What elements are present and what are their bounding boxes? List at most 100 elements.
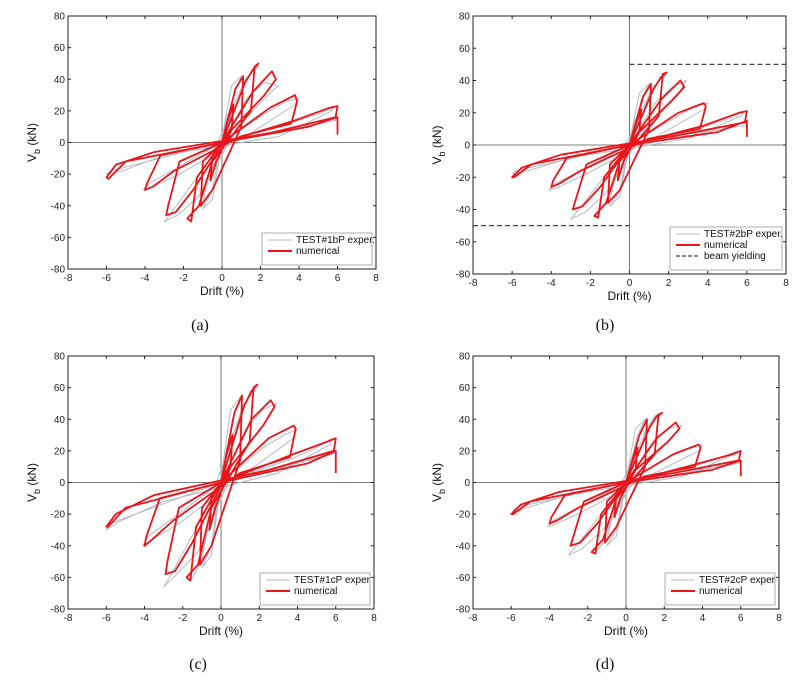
y-tick-label: -80: [456, 270, 471, 281]
x-tick-label: 6: [744, 278, 750, 289]
numerical-series-line: [511, 71, 748, 219]
legend-label: TEST#1cP exper: [294, 575, 371, 586]
x-tick-label: -8: [469, 278, 478, 289]
legend-label: TEST#1bP exper.: [296, 235, 375, 246]
x-tick-label: -4: [141, 273, 150, 284]
y-axis-label-subscript: b: [437, 489, 447, 494]
y-tick-label: -20: [51, 170, 66, 181]
x-axis-label: Drift (%): [604, 624, 648, 638]
y-tick-label: 40: [54, 75, 66, 86]
chart-panel-b: -8 -6 -4 -2 0 2 4 6 8-80-60-40-20020406080Drift …: [430, 12, 789, 335]
experimental-series-line: [511, 73, 748, 220]
panel-caption: (a): [191, 317, 209, 334]
y-axis-label-subscript: b: [437, 151, 447, 156]
panel-caption: (b): [596, 317, 615, 334]
y-tick-label: 60: [459, 44, 471, 55]
y-tick-label: -60: [456, 237, 471, 248]
x-tick-label: -8: [64, 613, 73, 624]
x-tick-label: 6: [738, 613, 744, 624]
y-axis-label-unit: (kN): [25, 463, 39, 489]
y-tick-label: -20: [456, 510, 471, 521]
numerical-series-line: [510, 411, 742, 555]
x-tick-label: 0: [218, 613, 224, 624]
x-tick-label: -6: [508, 278, 517, 289]
y-tick-label: 20: [54, 446, 66, 457]
x-tick-label: 2: [258, 273, 264, 284]
x-tick-label: -4: [547, 278, 556, 289]
x-tick-label: 6: [335, 273, 341, 284]
y-tick-label: -60: [456, 573, 471, 584]
y-axis-label-main: V: [25, 154, 39, 162]
y-tick-label: -80: [456, 605, 471, 616]
y-axis-label-unit: (kN): [430, 125, 444, 151]
legend-label: TEST#2cP exper: [699, 575, 776, 586]
legend-box: [259, 572, 371, 606]
legend-label: TEST#2bP exper.: [704, 229, 783, 240]
y-axis-label-unit: (kN): [430, 463, 444, 489]
x-axis-label: Drift (%): [200, 284, 244, 298]
chart-panel-a: -8 -6 -4 -2 0 2 4 6 8-80-60-40-20020406080Drift …: [25, 12, 379, 335]
panel-caption: (c): [189, 656, 207, 673]
y-tick-label: -60: [51, 233, 66, 244]
legend: TEST#1bP exper.numerical: [261, 232, 375, 266]
legend-label: numerical: [296, 246, 339, 257]
y-axis-label-main: V: [430, 157, 444, 165]
y-tick-label: 40: [459, 415, 471, 426]
y-tick-label: 20: [459, 108, 471, 119]
y-tick-label: 80: [459, 12, 471, 23]
legend-box: [261, 232, 373, 266]
y-tick-label: -80: [51, 265, 66, 276]
x-axis-label: Drift (%): [608, 289, 652, 303]
x-axis-label: Drift (%): [199, 624, 243, 638]
x-tick-label: 8: [776, 613, 782, 624]
y-tick-label: -80: [51, 605, 66, 616]
y-axis-label: Vb (kN): [25, 463, 42, 502]
x-tick-label: -2: [178, 613, 187, 624]
legend-label: beam yielding: [704, 251, 766, 262]
y-tick-label: 60: [459, 383, 471, 394]
y-tick-label: 80: [54, 12, 66, 23]
x-tick-label: 0: [627, 278, 633, 289]
y-tick-label: 60: [54, 43, 66, 54]
numerical-series-line: [105, 62, 339, 223]
x-tick-label: -2: [583, 613, 592, 624]
y-tick-label: 40: [54, 415, 66, 426]
y-tick-label: 0: [59, 138, 65, 149]
x-tick-label: 6: [333, 613, 339, 624]
y-axis-label-unit: (kN): [25, 123, 39, 149]
x-tick-label: 2: [256, 613, 262, 624]
legend-label: numerical: [699, 586, 742, 597]
x-tick-label: 8: [783, 278, 789, 289]
x-tick-label: -4: [140, 613, 149, 624]
numerical-series-line: [105, 383, 337, 582]
x-tick-label: -6: [507, 613, 516, 624]
y-axis-label: Vb (kN): [430, 125, 447, 164]
y-tick-label: 0: [464, 478, 470, 489]
x-tick-label: -6: [102, 613, 111, 624]
y-axis-label-subscript: b: [32, 149, 42, 154]
y-tick-label: -60: [51, 573, 66, 584]
legend-label: numerical: [704, 240, 747, 251]
legend-label: numerical: [294, 586, 337, 597]
y-tick-label: 0: [464, 141, 470, 152]
x-tick-label: 2: [661, 613, 667, 624]
legend-box: [664, 572, 776, 606]
y-tick-label: 80: [54, 352, 66, 363]
x-tick-label: 0: [219, 273, 225, 284]
x-tick-label: 4: [705, 278, 711, 289]
x-tick-label: -8: [469, 613, 478, 624]
chart-panel-d: -8 -6 -4 -2 0 2 4 6 8-80-60-40-20020406080Drift …: [430, 352, 782, 674]
y-tick-label: 80: [459, 352, 471, 363]
y-tick-label: -40: [51, 541, 66, 552]
x-tick-label: -6: [102, 273, 111, 284]
chart-panel-c: -8 -6 -4 -2 0 2 4 6 8-80-60-40-20020406080Drift …: [25, 352, 377, 674]
x-tick-label: -8: [64, 273, 73, 284]
y-tick-label: -40: [456, 541, 471, 552]
experimental-series-line: [510, 412, 742, 556]
panel-caption: (d): [596, 656, 615, 673]
y-axis-label: Vb (kN): [430, 463, 447, 502]
x-tick-label: 4: [296, 273, 302, 284]
